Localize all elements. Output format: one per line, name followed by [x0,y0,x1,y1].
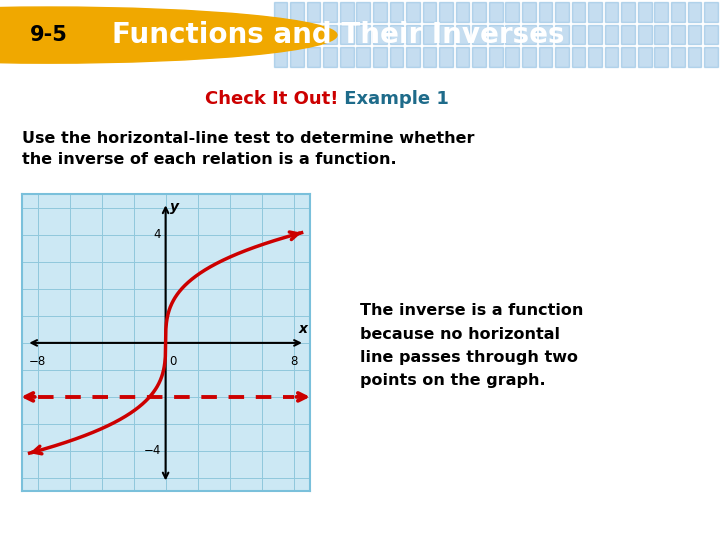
Bar [406,25,420,44]
Bar [323,2,337,22]
Text: Use the horizontal-line test to determine whether
the inverse of each relation i: Use the horizontal-line test to determin… [22,131,474,167]
Bar [274,47,287,66]
Bar [489,2,503,22]
Text: The inverse is a function
because no horizontal
line passes through two
points o: The inverse is a function because no hor… [360,303,583,388]
Bar [456,25,469,44]
Bar [522,2,536,22]
Text: 4: 4 [153,228,161,241]
Bar [605,2,618,22]
Bar [671,2,685,22]
Bar [356,2,370,22]
Bar [472,25,486,44]
Bar [373,47,387,66]
Bar [688,25,701,44]
Circle shape [0,7,337,63]
Bar [688,2,701,22]
Bar [290,47,304,66]
Bar [654,2,668,22]
Bar [704,47,718,66]
Bar [588,47,602,66]
Text: Example 1: Example 1 [338,90,449,107]
Bar [390,47,403,66]
Bar [423,25,436,44]
Bar [505,47,519,66]
Bar [671,25,685,44]
Bar [340,25,354,44]
Bar [356,47,370,66]
Bar [605,25,618,44]
Bar [489,25,503,44]
Bar [638,47,652,66]
Bar [439,2,453,22]
Bar [274,2,287,22]
Bar [605,47,618,66]
Bar [522,47,536,66]
Bar [472,2,486,22]
Bar [423,2,436,22]
Bar [390,25,403,44]
Bar [307,47,320,66]
Text: Copyright © by Holt, Rinehart and Winston. All Rights Reserved.: Copyright © by Holt, Rinehart and Winsto… [214,519,506,528]
Bar [555,2,569,22]
Bar [274,25,287,44]
Bar [456,47,469,66]
Bar [539,25,552,44]
Bar [406,47,420,66]
Bar [539,47,552,66]
Text: 9-5: 9-5 [30,25,68,45]
Bar [588,2,602,22]
Bar [522,25,536,44]
Bar [340,2,354,22]
Bar [406,2,420,22]
Bar [704,25,718,44]
Bar [307,2,320,22]
Bar [654,25,668,44]
Text: −8: −8 [29,355,46,368]
Bar [439,25,453,44]
Bar [472,47,486,66]
Bar [373,2,387,22]
Bar [505,25,519,44]
Bar [356,25,370,44]
Bar [373,25,387,44]
Text: 0: 0 [170,355,177,368]
Bar [323,25,337,44]
Bar [621,2,635,22]
Bar [621,25,635,44]
Bar [671,47,685,66]
Bar [704,2,718,22]
Bar [572,47,585,66]
Bar [505,2,519,22]
Bar [555,25,569,44]
Bar [638,25,652,44]
Bar [439,47,453,66]
Bar [654,47,668,66]
Bar [688,47,701,66]
Bar [340,47,354,66]
Bar [489,47,503,66]
Bar [290,25,304,44]
Bar [572,25,585,44]
Bar [621,47,635,66]
Bar [423,47,436,66]
Bar [572,2,585,22]
Text: −4: −4 [143,444,161,457]
Bar [456,2,469,22]
Text: Holt Algebra 2: Holt Algebra 2 [11,517,112,530]
Text: x: x [298,322,307,336]
Bar [555,47,569,66]
Bar [307,25,320,44]
Text: Functions and Their Inverses: Functions and Their Inverses [112,21,564,49]
Text: 8: 8 [290,355,297,368]
Bar [323,47,337,66]
Bar [588,25,602,44]
Bar [290,2,304,22]
Text: Check It Out!: Check It Out! [205,90,338,107]
Bar [539,2,552,22]
Text: y: y [170,200,179,214]
Bar [390,2,403,22]
Bar [638,2,652,22]
